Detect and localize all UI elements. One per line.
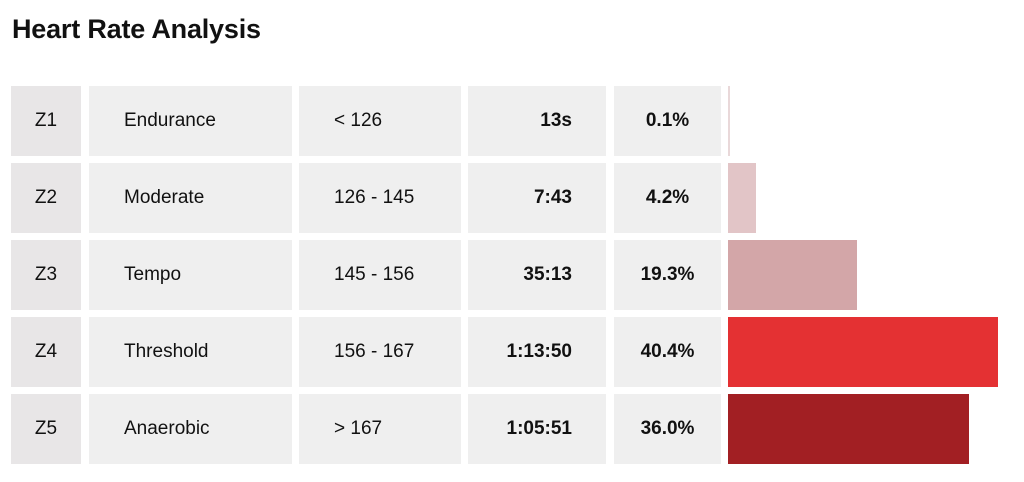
percent-in-zone: 19.3%	[614, 240, 721, 310]
zone-bar	[728, 86, 730, 156]
percent-in-zone: 40.4%	[614, 317, 721, 387]
percent-in-zone: 36.0%	[614, 394, 721, 464]
zone-label: Z2	[11, 163, 81, 233]
time-in-zone: 35:13	[468, 240, 606, 310]
table-row: Z1 Endurance < 126 13s 0.1%	[11, 86, 1011, 156]
bar-track	[728, 240, 1008, 310]
percent-in-zone: 4.2%	[614, 163, 721, 233]
zone-name: Moderate	[89, 163, 292, 233]
heart-rate-range: 156 - 167	[299, 317, 461, 387]
zone-name: Threshold	[89, 317, 292, 387]
zone-bar	[728, 317, 998, 387]
heart-rate-range: < 126	[299, 86, 461, 156]
zone-label: Z3	[11, 240, 81, 310]
bar-track	[728, 86, 1008, 156]
page-title: Heart Rate Analysis	[12, 14, 261, 44]
time-in-zone: 1:13:50	[468, 317, 606, 387]
zone-name: Anaerobic	[89, 394, 292, 464]
time-in-zone: 1:05:51	[468, 394, 606, 464]
zone-label: Z5	[11, 394, 81, 464]
table-row: Z4 Threshold 156 - 167 1:13:50 40.4%	[11, 317, 1011, 387]
table-row: Z5 Anaerobic > 167 1:05:51 36.0%	[11, 394, 1011, 464]
zone-name: Endurance	[89, 86, 292, 156]
zone-bar	[728, 240, 857, 310]
zone-name: Tempo	[89, 240, 292, 310]
bar-track	[728, 394, 1008, 464]
heart-rate-range: 126 - 145	[299, 163, 461, 233]
heart-rate-range: > 167	[299, 394, 461, 464]
time-in-zone: 13s	[468, 86, 606, 156]
table-row: Z2 Moderate 126 - 145 7:43 4.2%	[11, 163, 1011, 233]
bar-track	[728, 317, 1008, 387]
table-row: Z3 Tempo 145 - 156 35:13 19.3%	[11, 240, 1011, 310]
heart-rate-range: 145 - 156	[299, 240, 461, 310]
zone-bar	[728, 394, 969, 464]
bar-track	[728, 163, 1008, 233]
percent-in-zone: 0.1%	[614, 86, 721, 156]
time-in-zone: 7:43	[468, 163, 606, 233]
zone-label: Z1	[11, 86, 81, 156]
zone-bar	[728, 163, 757, 233]
zone-label: Z4	[11, 317, 81, 387]
